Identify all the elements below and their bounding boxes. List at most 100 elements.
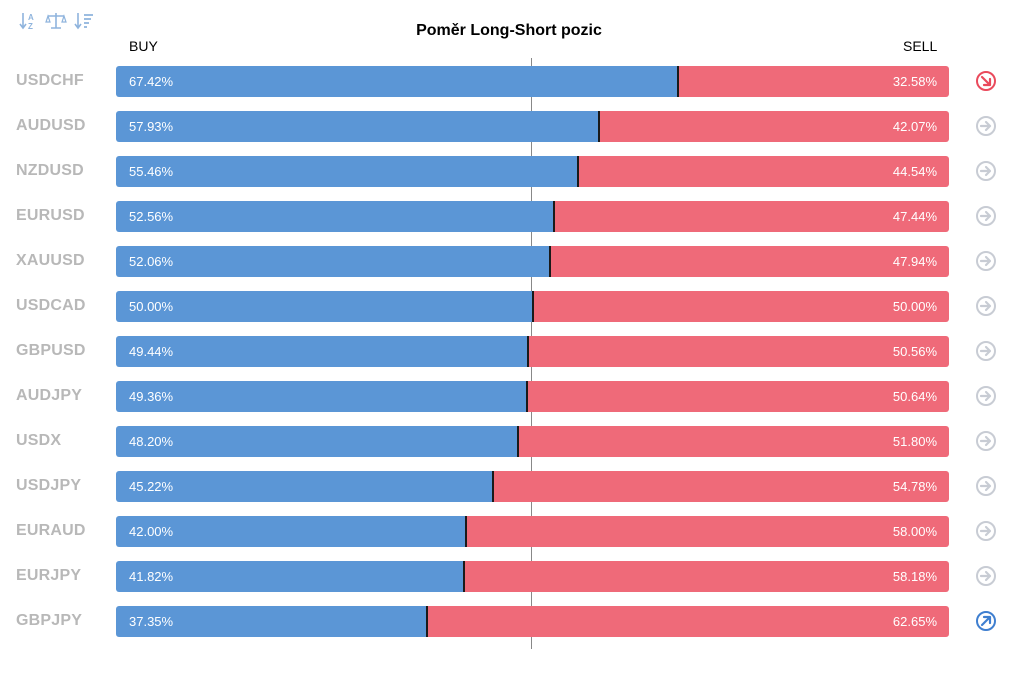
symbol-label[interactable]: GBPJPY xyxy=(16,612,83,629)
ratio-bar[interactable]: 52.56% 47.44% xyxy=(116,201,949,232)
symbol-label[interactable]: AUDJPY xyxy=(16,387,83,404)
ratio-bar[interactable]: 41.82% 58.18% xyxy=(116,561,949,592)
signal-button[interactable] xyxy=(975,430,997,452)
neutral-arrow-icon xyxy=(976,566,996,586)
signal-button[interactable] xyxy=(975,160,997,182)
svg-text:A: A xyxy=(28,13,34,22)
signal-button[interactable] xyxy=(975,385,997,407)
signal-arrow xyxy=(979,255,992,267)
ratio-bar[interactable]: 48.20% 51.80% xyxy=(116,426,949,457)
ratio-bar[interactable]: 49.36% 50.64% xyxy=(116,381,949,412)
ratio-bar[interactable]: 52.06% 47.94% xyxy=(116,246,949,277)
ratio-row: USDJPY 45.22% 54.78% xyxy=(0,471,1018,502)
ratio-row: USDX 48.20% 51.80% xyxy=(0,426,1018,457)
sell-bar xyxy=(553,201,949,232)
sell-percent-label: 44.54% xyxy=(892,164,937,179)
sell-bar xyxy=(427,606,949,637)
buy-percent-label: 52.06% xyxy=(129,254,174,269)
buy-percent-label: 57.93% xyxy=(129,119,174,134)
ratio-bar[interactable]: 49.44% 50.56% xyxy=(116,336,949,367)
ratio-bar[interactable]: 67.42% 32.58% xyxy=(116,66,949,97)
signal-button[interactable] xyxy=(975,205,997,227)
neutral-arrow-icon xyxy=(976,206,996,226)
sell-percent-label: 32.58% xyxy=(892,74,937,89)
buy-bar xyxy=(116,606,428,637)
buy-bar xyxy=(116,516,466,547)
ratio-row: USDCHF 67.42% 32.58% xyxy=(0,66,1018,97)
symbol-label[interactable]: AUDUSD xyxy=(16,117,86,134)
symbol-label[interactable]: EURAUD xyxy=(16,522,86,539)
balance-button[interactable] xyxy=(45,10,67,32)
symbol-label[interactable]: GBPUSD xyxy=(16,342,86,359)
signal-circle xyxy=(976,161,996,181)
symbol-label[interactable]: EURJPY xyxy=(16,567,82,584)
buy-percent-label: 67.42% xyxy=(129,74,174,89)
signal-button[interactable] xyxy=(975,70,997,92)
symbol-label[interactable]: USDCAD xyxy=(16,297,86,314)
signal-button[interactable] xyxy=(975,115,997,137)
svg-text:Z: Z xyxy=(28,22,33,31)
signal-circle xyxy=(976,611,996,631)
signal-circle xyxy=(976,476,996,496)
neutral-arrow-icon xyxy=(976,521,996,541)
sell-bar xyxy=(677,66,949,97)
ratio-bar[interactable]: 55.46% 44.54% xyxy=(116,156,949,187)
signal-circle xyxy=(976,116,996,136)
sell-bar xyxy=(492,471,949,502)
split-marker xyxy=(526,336,529,367)
split-marker xyxy=(516,426,519,457)
ratio-bar[interactable]: 37.35% 62.65% xyxy=(116,606,949,637)
signal-arrow xyxy=(979,390,992,402)
sell-percent-label: 62.65% xyxy=(892,614,937,629)
signal-circle xyxy=(976,341,996,361)
neutral-arrow-icon xyxy=(976,431,996,451)
signal-circle xyxy=(976,566,996,586)
sort-amount-button[interactable] xyxy=(73,10,95,32)
ratio-row: GBPUSD 49.44% 50.56% xyxy=(0,336,1018,367)
neutral-arrow-icon xyxy=(976,251,996,271)
neutral-arrow-icon xyxy=(976,161,996,181)
symbol-label[interactable]: NZDUSD xyxy=(16,162,84,179)
signal-arrow xyxy=(979,165,992,177)
buy-percent-label: 52.56% xyxy=(129,209,174,224)
ratio-row: GBPJPY 37.35% 62.65% xyxy=(0,606,1018,637)
buy-bar xyxy=(116,246,550,277)
symbol-label[interactable]: USDCHF xyxy=(16,72,84,89)
ratio-bar[interactable]: 42.00% 58.00% xyxy=(116,516,949,547)
sell-percent-label: 50.00% xyxy=(892,299,937,314)
neutral-arrow-icon xyxy=(976,341,996,361)
sell-bar xyxy=(527,381,949,412)
bearish-arrow-icon xyxy=(976,71,996,91)
buy-axis-label: BUY xyxy=(129,38,158,54)
ratio-bar[interactable]: 50.00% 50.00% xyxy=(116,291,949,322)
symbol-label[interactable]: USDJPY xyxy=(16,477,82,494)
signal-circle xyxy=(976,206,996,226)
sort-alpha-button[interactable]: A Z xyxy=(17,10,39,32)
signal-arrow xyxy=(979,435,992,447)
buy-bar xyxy=(116,201,554,232)
buy-bar xyxy=(116,381,528,412)
split-marker xyxy=(464,516,467,547)
symbol-label[interactable]: USDX xyxy=(16,432,62,449)
buy-percent-label: 50.00% xyxy=(129,299,174,314)
buy-percent-label: 37.35% xyxy=(129,614,174,629)
signal-button[interactable] xyxy=(975,295,997,317)
neutral-arrow-icon xyxy=(976,116,996,136)
signal-button[interactable] xyxy=(975,475,997,497)
buy-bar xyxy=(116,66,678,97)
signal-button[interactable] xyxy=(975,250,997,272)
symbol-label[interactable]: XAUUSD xyxy=(16,252,85,269)
ratio-bar[interactable]: 57.93% 42.07% xyxy=(116,111,949,142)
ratio-bar[interactable]: 45.22% 54.78% xyxy=(116,471,949,502)
signal-circle xyxy=(976,386,996,406)
signal-circle xyxy=(976,71,996,91)
buy-bar xyxy=(116,111,599,142)
split-marker xyxy=(676,66,679,97)
sell-bar xyxy=(465,516,949,547)
signal-button[interactable] xyxy=(975,520,997,542)
signal-button[interactable] xyxy=(975,610,997,632)
symbol-label[interactable]: EURUSD xyxy=(16,207,85,224)
signal-button[interactable] xyxy=(975,565,997,587)
sell-percent-label: 51.80% xyxy=(892,434,937,449)
signal-button[interactable] xyxy=(975,340,997,362)
